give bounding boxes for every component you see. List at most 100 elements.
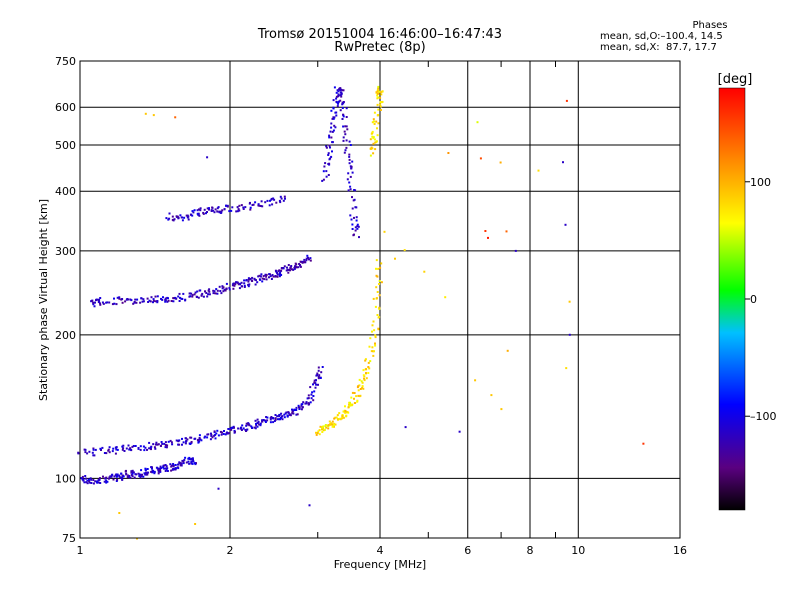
data-point — [222, 290, 225, 293]
data-point — [245, 428, 248, 431]
data-point — [270, 197, 273, 200]
data-point — [141, 473, 143, 476]
data-point — [320, 371, 323, 374]
data-point — [213, 290, 216, 293]
data-point — [335, 97, 338, 100]
data-point — [329, 146, 331, 149]
data-point — [316, 374, 319, 377]
data-point — [222, 433, 225, 435]
data-point — [226, 205, 229, 208]
data-point — [156, 295, 159, 298]
data-point — [337, 102, 339, 105]
data-point — [281, 418, 284, 421]
data-point — [324, 162, 327, 165]
data-point — [256, 281, 259, 284]
data-point — [264, 201, 267, 204]
y-tick-label: 400 — [55, 185, 76, 198]
data-point — [349, 401, 351, 404]
data-point — [121, 448, 124, 451]
data-point — [188, 456, 191, 459]
data-point — [201, 292, 204, 295]
data-point — [189, 295, 192, 298]
data-point — [164, 300, 167, 303]
data-point — [345, 415, 348, 418]
data-point — [243, 282, 246, 285]
data-point — [134, 473, 137, 476]
data-point — [374, 344, 377, 347]
data-point — [291, 410, 294, 413]
data-point — [209, 438, 212, 441]
data-point — [149, 446, 152, 449]
data-point — [379, 105, 382, 108]
data-point — [321, 426, 324, 429]
data-point — [568, 300, 571, 303]
data-point — [133, 476, 136, 479]
data-point — [568, 333, 571, 336]
data-point — [224, 289, 227, 292]
data-point — [243, 286, 246, 288]
data-point — [187, 215, 190, 218]
data-point — [190, 292, 193, 295]
data-point — [371, 121, 374, 124]
data-point — [99, 303, 102, 306]
data-point — [152, 298, 155, 301]
data-point — [368, 345, 371, 348]
data-point — [322, 178, 325, 181]
data-point — [182, 441, 185, 444]
data-point — [221, 209, 224, 212]
data-point — [199, 289, 202, 292]
y-tick-label: 500 — [55, 139, 76, 152]
data-point — [307, 394, 310, 397]
y-tick-label: 200 — [55, 329, 76, 342]
data-point — [223, 208, 226, 211]
data-point — [278, 199, 281, 202]
data-point — [332, 129, 335, 132]
data-point — [358, 236, 360, 239]
data-point — [240, 429, 243, 431]
data-point — [306, 397, 309, 400]
data-point — [325, 145, 328, 148]
data-point — [342, 125, 345, 128]
data-point — [186, 438, 189, 441]
data-point — [333, 425, 335, 428]
data-point — [167, 299, 170, 302]
data-point — [351, 391, 354, 394]
data-point — [274, 275, 277, 278]
data-point — [248, 424, 251, 427]
data-point — [227, 428, 230, 430]
data-point — [142, 300, 145, 303]
data-point — [349, 144, 352, 146]
data-point — [163, 442, 166, 445]
data-point — [118, 475, 121, 478]
data-point — [247, 277, 250, 280]
colorbar-tick-label: –100 — [750, 410, 777, 423]
data-point — [193, 209, 196, 212]
data-point — [157, 468, 160, 471]
data-point — [356, 400, 359, 403]
data-point — [197, 296, 200, 299]
data-point — [374, 138, 376, 141]
data-point — [352, 199, 355, 202]
data-point — [181, 459, 184, 462]
data-point — [371, 135, 374, 138]
data-point — [359, 394, 362, 397]
data-point — [338, 88, 341, 91]
data-point — [145, 471, 148, 474]
data-point — [87, 478, 90, 481]
data-point — [134, 298, 137, 301]
data-point — [156, 300, 159, 302]
y-tick-label: 600 — [55, 101, 76, 114]
data-point — [142, 298, 145, 301]
data-point — [164, 470, 167, 472]
data-point — [257, 420, 260, 423]
data-point — [376, 88, 379, 91]
data-point — [184, 456, 187, 459]
data-point — [242, 208, 245, 210]
data-point — [444, 296, 447, 299]
data-point — [147, 301, 150, 303]
data-point — [221, 285, 224, 288]
data-point — [265, 273, 268, 276]
data-point — [136, 298, 139, 301]
data-point — [237, 208, 240, 211]
data-point — [287, 271, 290, 274]
